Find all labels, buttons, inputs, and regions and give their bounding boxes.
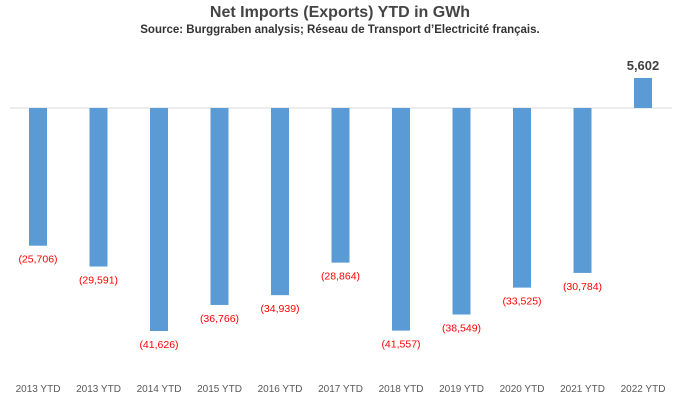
data-label: (34,939) — [260, 303, 299, 315]
x-tick-label: 2021 YTD — [560, 384, 605, 395]
x-tick-label: 2019 YTD — [439, 384, 484, 395]
bar — [331, 108, 350, 263]
data-label: (38,549) — [442, 323, 481, 335]
data-label: (28,864) — [321, 271, 360, 283]
x-tick-label: 2013 YTD — [16, 384, 61, 395]
bar — [89, 108, 108, 267]
x-tick-label: 2020 YTD — [500, 384, 545, 395]
data-label: (41,557) — [381, 339, 420, 351]
bar — [573, 108, 592, 273]
chart-title: Net Imports (Exports) YTD in GWh — [209, 4, 471, 21]
x-tick-label: 2016 YTD — [258, 384, 303, 395]
bar — [150, 108, 168, 331]
bar — [634, 77, 652, 108]
x-tick-label: 2018 YTD — [379, 384, 424, 395]
data-label: (33,525) — [502, 296, 541, 308]
bar — [29, 108, 47, 246]
data-label: (29,591) — [79, 275, 118, 287]
bar — [452, 108, 471, 315]
data-label: (36,766) — [200, 313, 239, 325]
x-tick-label: 2017 YTD — [318, 384, 363, 395]
bar — [210, 108, 229, 305]
chart-subtitle: Source: Burggraben analysis; Réseau de T… — [140, 24, 540, 36]
data-label: (30,784) — [563, 281, 602, 293]
bar — [513, 108, 531, 288]
bar — [271, 108, 289, 296]
bar — [392, 108, 410, 331]
x-tick-label: 2015 YTD — [197, 384, 242, 395]
data-label: 5,602 — [627, 58, 660, 73]
x-tick-label: 2022 YTD — [621, 384, 666, 395]
x-tick-label: 2014 YTD — [137, 384, 182, 395]
data-label: (41,626) — [139, 339, 178, 351]
x-tick-label: 2013 YTD — [76, 384, 121, 395]
data-label: (25,706) — [18, 254, 57, 266]
